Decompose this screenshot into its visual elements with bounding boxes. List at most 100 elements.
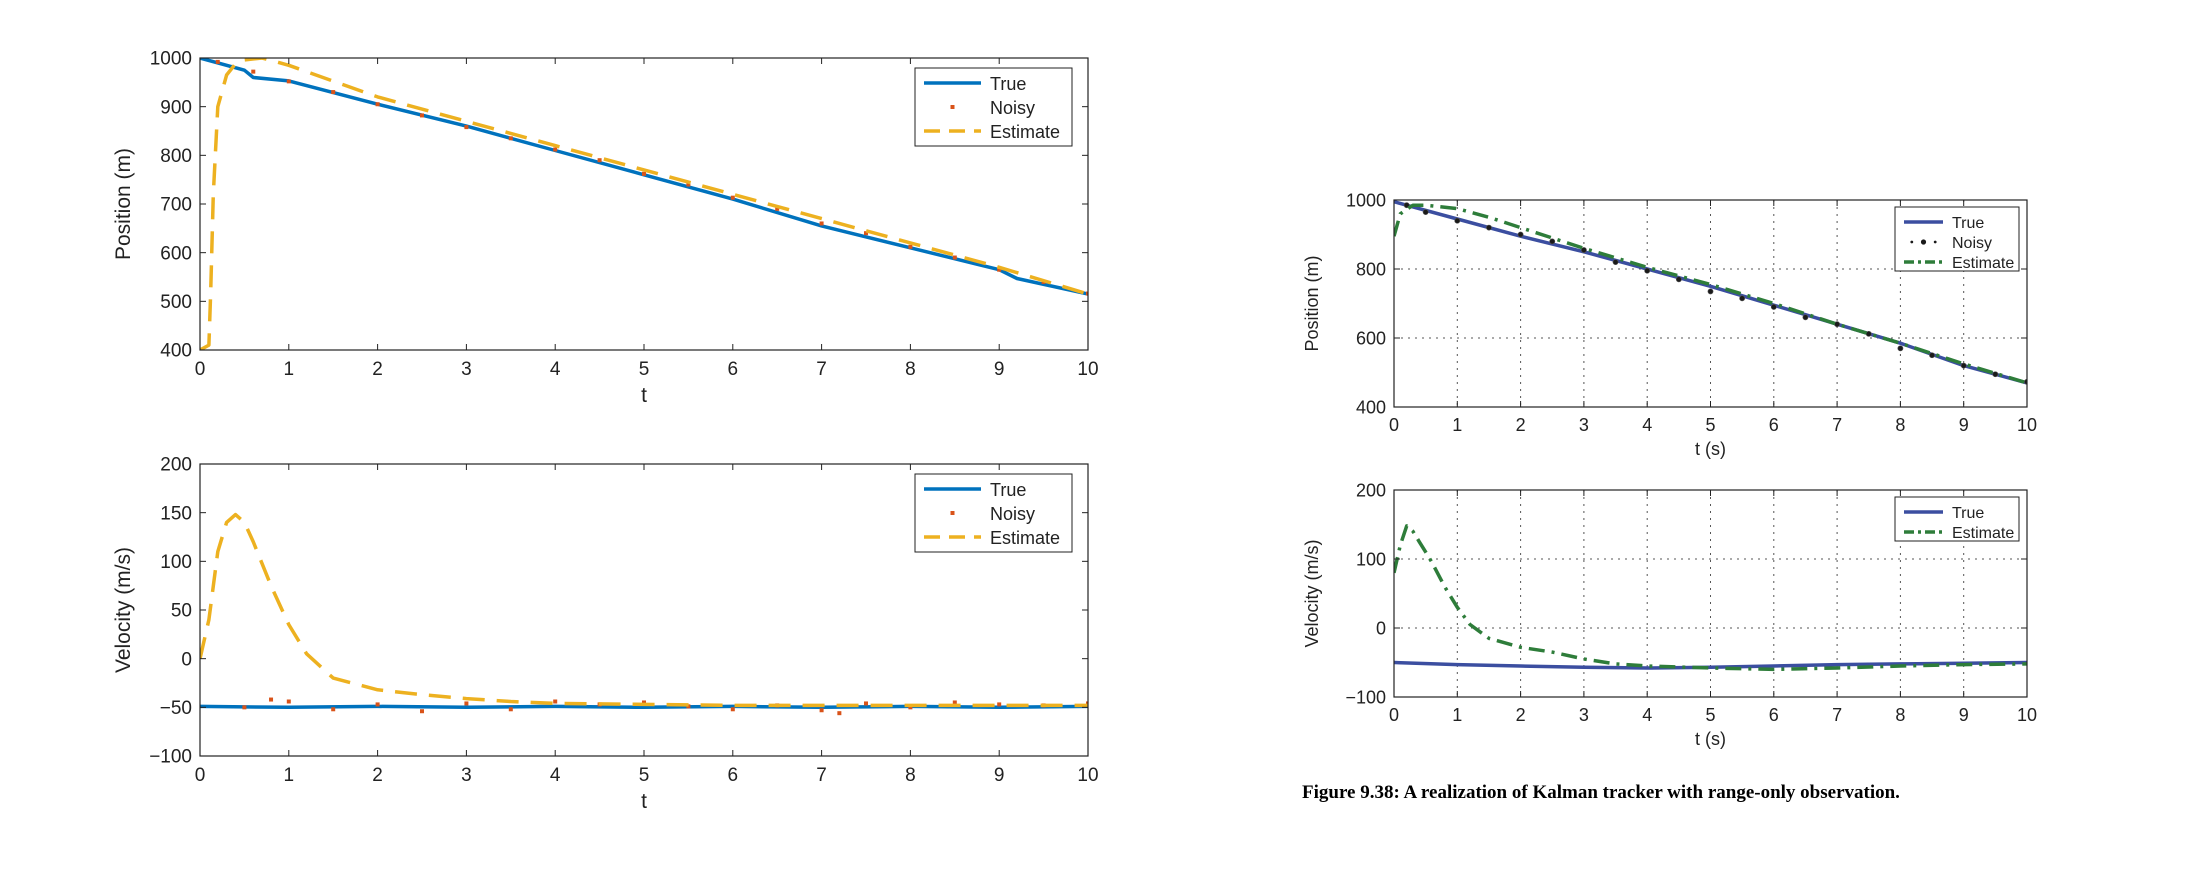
- series-group: [1394, 200, 2027, 385]
- legend-label-true: True: [990, 74, 1026, 94]
- data-point-noisy: [686, 182, 691, 187]
- y-tick-label: 900: [160, 97, 192, 118]
- y-tick-label: 600: [1356, 328, 1386, 348]
- data-point-noisy: [642, 700, 646, 705]
- x-tick-label: 8: [1895, 705, 1905, 725]
- legend-box: [914, 473, 1073, 553]
- x-tick-label: 0: [1389, 415, 1399, 435]
- data-point-noisy: [864, 701, 868, 706]
- x-tick-label: 6: [728, 359, 739, 380]
- y-tick-label: 50: [171, 601, 192, 622]
- x-tick-label: 10: [2017, 415, 2037, 435]
- data-point-noisy: [642, 171, 646, 176]
- y-axis-label: Velocity (m/s): [1302, 539, 1322, 647]
- data-point-noisy: [1086, 701, 1088, 706]
- legend-marker-noisy: [1933, 240, 1937, 244]
- x-tick-label: 9: [994, 765, 1005, 786]
- legend-label-estimate: Estimate: [990, 122, 1060, 142]
- data-point-noisy: [1581, 247, 1587, 253]
- x-tick-label: 3: [461, 359, 472, 380]
- x-tick-label: 0: [195, 359, 206, 380]
- data-point-noisy: [464, 125, 469, 130]
- data-point-noisy: [908, 244, 913, 249]
- data-point-noisy: [837, 711, 842, 716]
- legend-label-estimate: Estimate: [990, 528, 1060, 548]
- data-point-noisy: [730, 195, 735, 200]
- legend: True Noisy Estimate: [914, 67, 1073, 147]
- y-tick-label: 400: [160, 341, 192, 362]
- x-tick-label: 4: [550, 765, 561, 786]
- x-tick-label: 5: [639, 359, 650, 380]
- series-line-estimate: [200, 58, 1088, 350]
- figure-caption: Figure 9.38: A realization of Kalman tra…: [1302, 782, 1900, 803]
- data-point-noisy: [464, 701, 469, 706]
- y-tick-label: 200: [160, 455, 192, 476]
- y-tick-label: 700: [160, 195, 192, 216]
- x-tick-label: 2: [372, 765, 383, 786]
- data-point-noisy: [2024, 378, 2027, 385]
- y-tick-label: 150: [160, 503, 192, 524]
- x-tick-label: 8: [1895, 415, 1905, 435]
- x-tick-label: 7: [816, 359, 827, 380]
- x-tick-label: 6: [1769, 415, 1779, 435]
- y-axis-label: Velocity (m/s): [112, 547, 135, 673]
- data-point-noisy: [508, 707, 513, 712]
- legend-label-noisy: Noisy: [1952, 235, 1992, 252]
- data-point-noisy: [331, 90, 336, 95]
- legend: True Noisy Estimate: [914, 473, 1073, 553]
- data-point-noisy: [215, 59, 220, 64]
- y-tick-label: 500: [160, 292, 192, 313]
- data-point-noisy: [1644, 267, 1651, 274]
- data-point-noisy: [286, 699, 291, 704]
- chart-2: 0 1 2 3 4 5 6 7 8 9 10 −100 −50 0 50 100 150 200 t Velocity…: [112, 455, 1099, 813]
- x-tick-label: 10: [2017, 705, 2037, 725]
- x-tick-label: 5: [639, 765, 650, 786]
- series-group: [200, 58, 1088, 350]
- data-point-noisy: [1770, 304, 1777, 310]
- data-point-noisy: [1675, 276, 1682, 283]
- legend-label-estimate: Estimate: [1952, 525, 2014, 542]
- x-axis-label: t (s): [1695, 439, 1726, 459]
- x-tick-label: 6: [728, 765, 739, 786]
- x-tick-label: 8: [905, 359, 916, 380]
- series-line-estimate: [1394, 203, 2027, 385]
- data-point-noisy: [331, 707, 336, 712]
- data-point-noisy: [1486, 224, 1492, 231]
- legend-marker-noisy: [950, 511, 955, 515]
- x-tick-label: 9: [1959, 705, 1969, 725]
- legend-label-true: True: [1952, 505, 1984, 522]
- y-tick-label: 200: [1356, 480, 1386, 500]
- data-point-noisy: [1549, 238, 1556, 245]
- y-axis-label: Position (m): [1302, 255, 1322, 351]
- x-tick-label: 4: [1642, 415, 1652, 435]
- data-point-noisy: [730, 707, 735, 712]
- x-tick-label: 6: [1769, 705, 1779, 725]
- legend: True Estimate: [1894, 496, 2020, 542]
- x-axis-label: t: [641, 790, 647, 813]
- x-axis-label: t (s): [1695, 729, 1726, 749]
- data-point-noisy: [908, 705, 913, 710]
- legend-label-noisy: Noisy: [990, 504, 1035, 524]
- data-point-noisy: [864, 231, 868, 236]
- data-point-noisy: [997, 702, 1002, 707]
- data-point-noisy: [819, 221, 824, 226]
- data-point-noisy: [1403, 202, 1410, 209]
- x-tick-label: 7: [816, 765, 827, 786]
- x-tick-label: 1: [284, 359, 295, 380]
- data-point-noisy: [1897, 345, 1904, 352]
- data-point-noisy: [1517, 231, 1524, 238]
- data-point-noisy: [1707, 288, 1714, 295]
- data-point-noisy: [251, 69, 256, 74]
- series-group: [200, 512, 1088, 716]
- x-tick-label: 2: [1516, 415, 1526, 435]
- legend: True Noisy Estimate: [1894, 206, 2020, 272]
- y-tick-label: 1000: [150, 49, 192, 70]
- x-tick-label: 2: [372, 359, 383, 380]
- y-tick-label: 0: [181, 649, 192, 670]
- x-tick-label: 7: [1832, 705, 1842, 725]
- data-point-noisy: [375, 102, 380, 107]
- data-point-noisy: [420, 113, 424, 118]
- series-line-true: [1394, 660, 2027, 670]
- legend-label-estimate: Estimate: [1952, 255, 2014, 272]
